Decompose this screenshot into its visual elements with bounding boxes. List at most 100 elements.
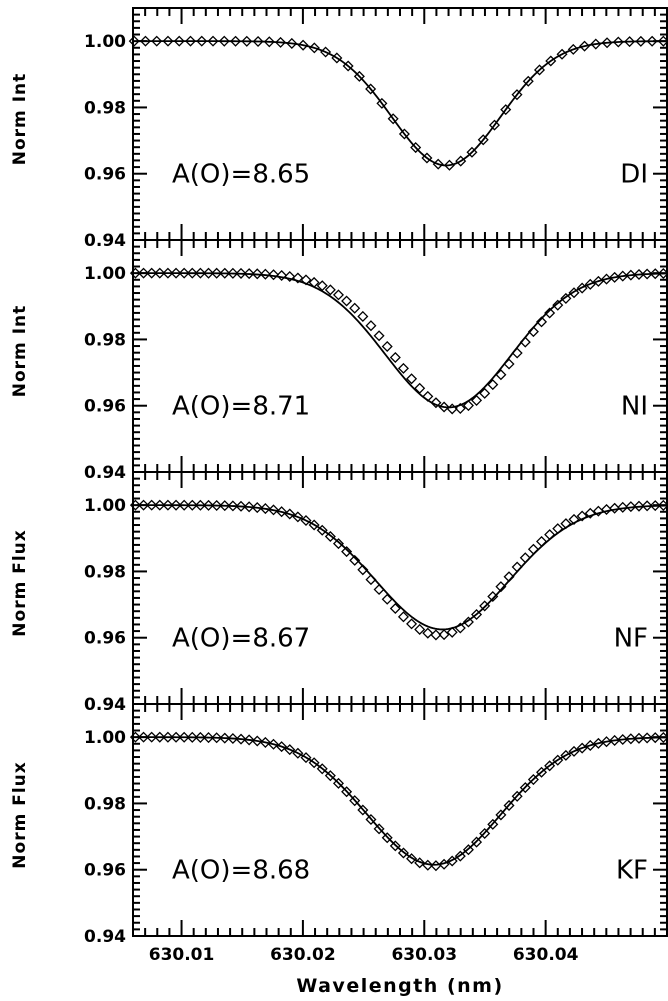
observed-point xyxy=(194,731,206,743)
observed-point xyxy=(552,523,564,535)
observed-point xyxy=(286,37,298,49)
observed-point xyxy=(657,35,668,47)
observed-point xyxy=(633,268,645,281)
observed-point xyxy=(649,268,661,280)
observed-point xyxy=(432,158,444,170)
observed-point xyxy=(438,629,450,641)
observed-point xyxy=(129,731,141,743)
observed-point xyxy=(609,734,621,746)
observed-point xyxy=(235,500,247,512)
observed-point xyxy=(500,104,512,116)
observed-point xyxy=(617,733,629,746)
observed-point xyxy=(300,274,312,286)
y-tick-label: 0.98 xyxy=(84,330,126,350)
observed-point xyxy=(297,39,309,51)
observed-point xyxy=(138,267,150,279)
abundance-label: A(O)=8.67 xyxy=(172,624,310,654)
observed-point xyxy=(479,387,491,399)
observed-point xyxy=(576,742,588,754)
y-tick-label: 0.96 xyxy=(84,861,126,881)
panel-frame xyxy=(132,7,668,241)
observed-point xyxy=(410,142,422,154)
observed-point xyxy=(641,732,653,744)
observed-point xyxy=(275,36,287,48)
observed-point xyxy=(487,818,499,830)
observed-point xyxy=(284,271,296,283)
observed-point xyxy=(488,119,501,131)
observed-point xyxy=(422,627,434,639)
observed-point xyxy=(194,499,206,511)
observed-point xyxy=(276,269,288,281)
observed-point xyxy=(227,267,239,279)
observed-point xyxy=(320,46,332,58)
observed-point xyxy=(276,506,288,518)
observed-point xyxy=(341,295,353,307)
observed-point xyxy=(414,857,426,869)
observed-point xyxy=(235,733,247,745)
observed-point xyxy=(533,64,546,76)
y-tick-label: 0.96 xyxy=(84,397,126,417)
observed-point xyxy=(341,786,353,798)
observed-point xyxy=(154,731,166,743)
observed-point xyxy=(324,530,336,542)
observed-point xyxy=(316,763,328,775)
panel-nf: 0.94 0.96 0.98 1.00 Norm Flux A(O)=8.67 NF xyxy=(10,471,668,715)
observed-point xyxy=(641,500,653,512)
observed-point xyxy=(389,351,401,363)
y-axis-label: Norm Int xyxy=(10,305,30,397)
observed-point xyxy=(657,731,668,744)
observed-point xyxy=(365,813,377,826)
observed-point xyxy=(446,403,458,415)
observed-point xyxy=(422,859,434,871)
observed-point xyxy=(454,850,466,862)
abundance-label: A(O)=8.65 xyxy=(172,160,310,190)
panel-ni: 0.94 0.96 0.98 1.00 Norm Int A(O)=8.71 NI xyxy=(10,239,668,483)
observed-point xyxy=(462,616,474,628)
y-tick-label: 0.98 xyxy=(84,562,126,582)
observed-point xyxy=(601,37,613,49)
observed-point xyxy=(495,369,507,381)
observed-point xyxy=(625,269,637,281)
observed-point xyxy=(186,267,198,279)
observed-point xyxy=(331,52,343,64)
observed-point xyxy=(522,75,534,87)
observed-point xyxy=(462,844,474,856)
observed-point xyxy=(495,581,507,593)
observed-point xyxy=(128,35,140,47)
observed-point xyxy=(267,269,280,281)
x-tick-label: 630.01 xyxy=(149,945,215,965)
y-tick-label: 0.94 xyxy=(84,927,126,947)
observed-point xyxy=(324,284,336,296)
observed-point xyxy=(527,326,539,338)
observed-point xyxy=(406,373,418,385)
observed-point xyxy=(227,500,239,512)
observed-point xyxy=(173,35,185,47)
observed-point xyxy=(398,128,410,140)
observed-point xyxy=(511,347,523,359)
y-tick-label: 1.00 xyxy=(84,264,126,284)
y-tick-label: 1.00 xyxy=(84,728,126,748)
abundance-label: A(O)=8.68 xyxy=(172,856,310,886)
observed-point xyxy=(397,611,409,623)
observed-point xyxy=(560,292,572,304)
observed-point xyxy=(641,268,653,280)
observed-point xyxy=(373,330,385,342)
observed-point xyxy=(649,732,661,744)
observed-point xyxy=(259,268,271,280)
observed-point xyxy=(422,390,434,402)
observed-point xyxy=(397,362,409,374)
y-tick-label: 1.00 xyxy=(84,32,126,52)
observed-point xyxy=(267,738,280,750)
observed-point xyxy=(162,267,174,279)
observed-point xyxy=(556,48,568,60)
observed-point xyxy=(503,358,515,370)
abundance-label: A(O)=8.71 xyxy=(172,392,310,422)
observed-point xyxy=(576,282,588,294)
observed-point xyxy=(503,799,515,811)
observed-point xyxy=(612,36,624,48)
observed-point xyxy=(477,134,489,146)
observed-point xyxy=(454,402,466,414)
observed-point xyxy=(146,499,158,511)
panel-tag: KF xyxy=(616,856,648,886)
panel-tag: NI xyxy=(621,392,648,422)
